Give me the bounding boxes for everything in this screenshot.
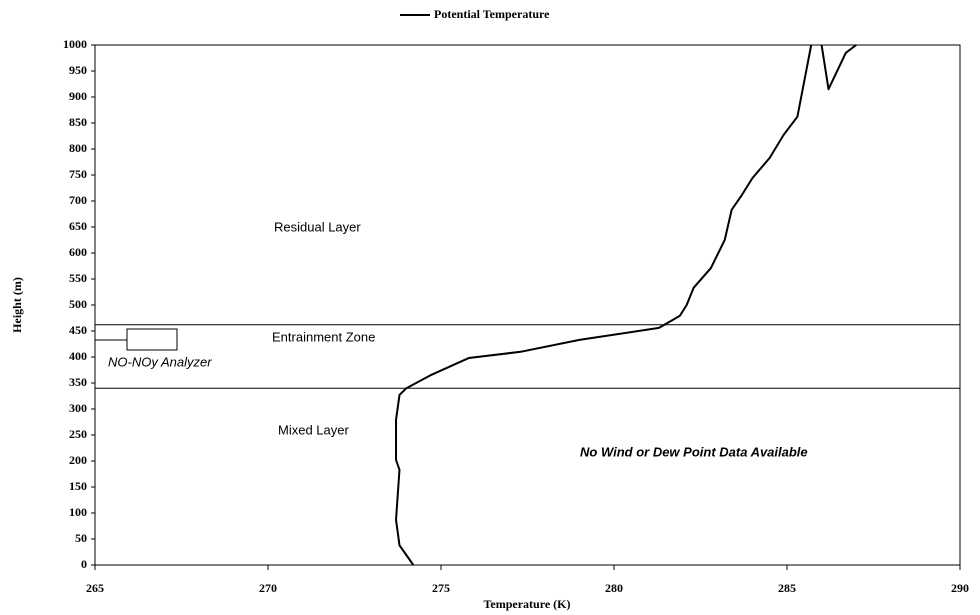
y-tick-label: 200 <box>69 453 87 467</box>
y-tick-label: 650 <box>69 219 87 233</box>
legend-label: Potential Temperature <box>434 7 550 21</box>
y-tick-label: 250 <box>69 427 87 441</box>
y-tick-label: 900 <box>69 89 87 103</box>
y-axis-label: Height (m) <box>10 277 24 333</box>
y-tick-label: 700 <box>69 193 87 207</box>
y-tick-label: 500 <box>69 297 87 311</box>
annotation: Mixed Layer <box>278 422 349 437</box>
y-tick-label: 100 <box>69 505 87 519</box>
data-line <box>395 44 857 566</box>
y-tick-label: 850 <box>69 115 87 129</box>
annotation: Entrainment Zone <box>272 329 375 344</box>
y-tick-label: 0 <box>81 557 87 571</box>
x-tick-label: 285 <box>778 581 796 595</box>
y-tick-label: 50 <box>75 531 87 545</box>
x-tick-label: 265 <box>86 581 104 595</box>
x-axis-label: Temperature (K) <box>484 597 571 611</box>
y-tick-label: 800 <box>69 141 87 155</box>
y-tick-label: 450 <box>69 323 87 337</box>
plot-frame <box>94 44 961 566</box>
y-tick-label: 300 <box>69 401 87 415</box>
y-tick-label: 950 <box>69 63 87 77</box>
y-tick-label: 550 <box>69 271 87 285</box>
x-tick-label: 270 <box>259 581 277 595</box>
y-tick-label: 600 <box>69 245 87 259</box>
y-tick-label: 150 <box>69 479 87 493</box>
y-tick-label: 400 <box>69 349 87 363</box>
y-tick-label: 350 <box>69 375 87 389</box>
analyzer-box <box>126 328 178 351</box>
annotation: Residual Layer <box>274 219 361 234</box>
x-tick-label: 290 <box>951 581 969 595</box>
y-tick-label: 1000 <box>63 37 87 51</box>
annotation: No Wind or Dew Point Data Available <box>580 444 808 459</box>
annotation: NO-NOy Analyzer <box>108 354 212 369</box>
x-tick-label: 280 <box>605 581 623 595</box>
x-tick-label: 275 <box>432 581 450 595</box>
y-tick-label: 750 <box>69 167 87 181</box>
